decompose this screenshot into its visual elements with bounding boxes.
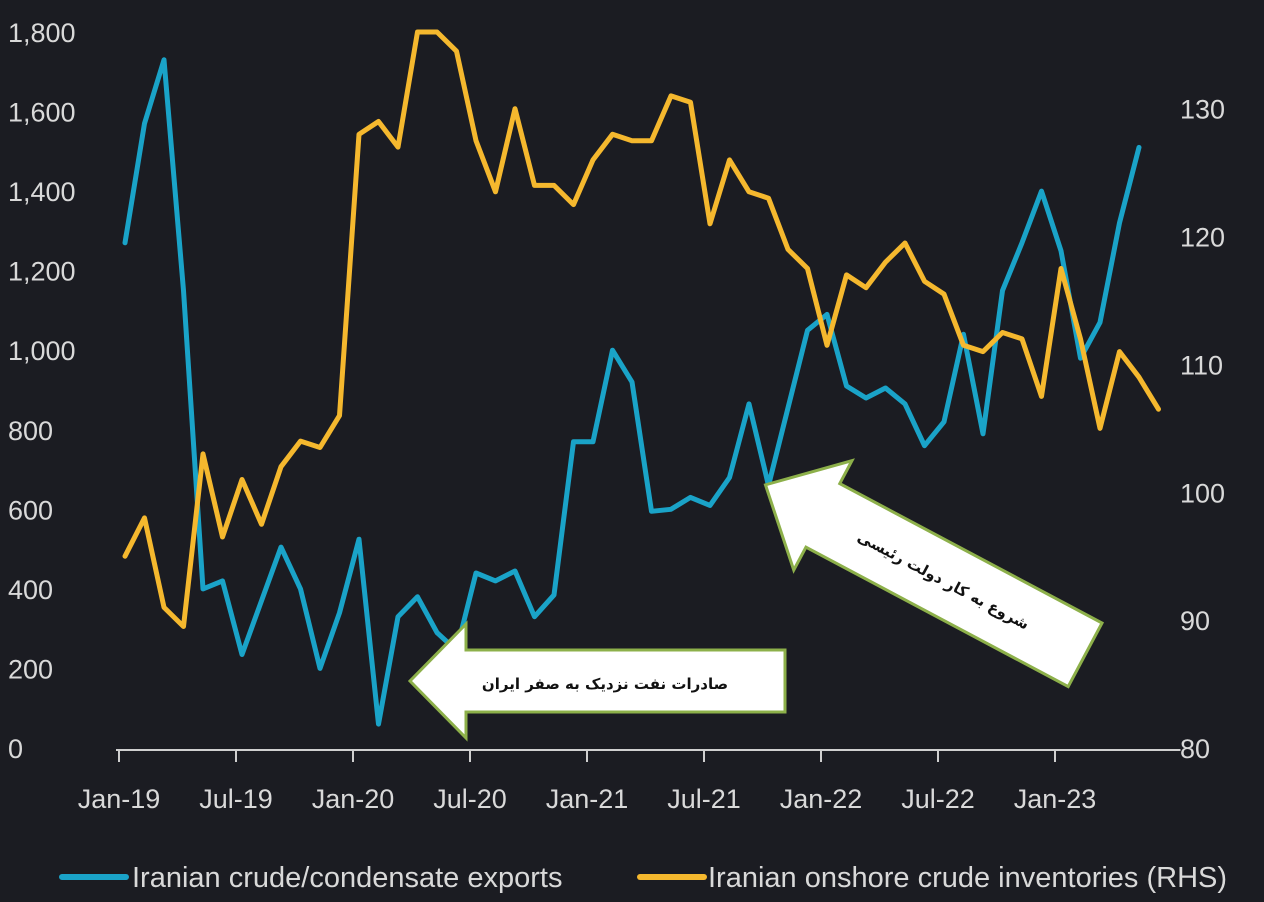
- series-lines: [122, 29, 1161, 727]
- y-axis-left-ticks: 0 200 400 600 800 1,000 1,200 1,400 1,600 1,800: [8, 18, 76, 764]
- y-right-tick-label: 130: [1180, 95, 1225, 125]
- y-left-tick-label: 1,800: [8, 18, 76, 48]
- x-tick-label: Jan-21: [546, 784, 629, 814]
- legend-label: Iranian onshore crude inventories (RHS): [708, 862, 1227, 894]
- y-right-tick-label: 110: [1180, 350, 1223, 380]
- y-right-tick-label: 80: [1180, 734, 1210, 764]
- y-left-tick-label: 0: [8, 734, 23, 764]
- legend: Iranian crude/condensate exports Iranian …: [59, 862, 1227, 894]
- y-right-tick-label: 120: [1180, 223, 1225, 253]
- y-left-tick-label: 400: [8, 575, 53, 605]
- x-tick-label: Jan-20: [312, 784, 395, 814]
- x-tick-label: Jan-19: [78, 784, 161, 814]
- series-line-exports: [122, 57, 1142, 727]
- y-right-tick-label: 100: [1180, 478, 1225, 508]
- x-tick-label: Jul-21: [667, 784, 741, 814]
- x-tick-label: Jan-23: [1014, 784, 1097, 814]
- y-axis-right-ticks: 80 90 100 110 120 130: [1180, 95, 1225, 764]
- y-left-tick-label: 1,400: [8, 177, 76, 207]
- annotation-arrow-2-shape: [763, 458, 1105, 689]
- legend-label: Iranian crude/condensate exports: [132, 862, 562, 894]
- x-axis: Jan-19 Jul-19 Jan-20 Jul-20 Jan-21 Jul-21 Jan-…: [78, 749, 1181, 814]
- y-left-tick-label: 600: [8, 495, 53, 525]
- y-left-tick-label: 1,000: [8, 336, 76, 366]
- y-right-tick-label: 90: [1180, 606, 1210, 636]
- y-left-tick-label: 800: [8, 416, 53, 446]
- x-tick-label: Jul-19: [199, 784, 273, 814]
- y-left-tick-label: 200: [8, 654, 53, 684]
- annotation-arrow-1-shape: [407, 620, 787, 742]
- annotation-text-1: صادرات نفت نزدیک به صفر ایران: [482, 675, 728, 693]
- x-tick-label: Jul-22: [901, 784, 975, 814]
- series-line-inventories: [122, 29, 1161, 629]
- annotation-arrow-near-zero-exports: صادرات نفت نزدیک به صفر ایران: [407, 620, 787, 742]
- y-left-tick-label: 1,200: [8, 257, 76, 287]
- x-tick-label: Jul-20: [433, 784, 507, 814]
- x-tick-label: Jan-22: [780, 784, 863, 814]
- annotation-arrow-raisi-government: شروع به کار دولت رئیسی: [763, 458, 1105, 689]
- y-left-tick-label: 1,600: [8, 98, 76, 128]
